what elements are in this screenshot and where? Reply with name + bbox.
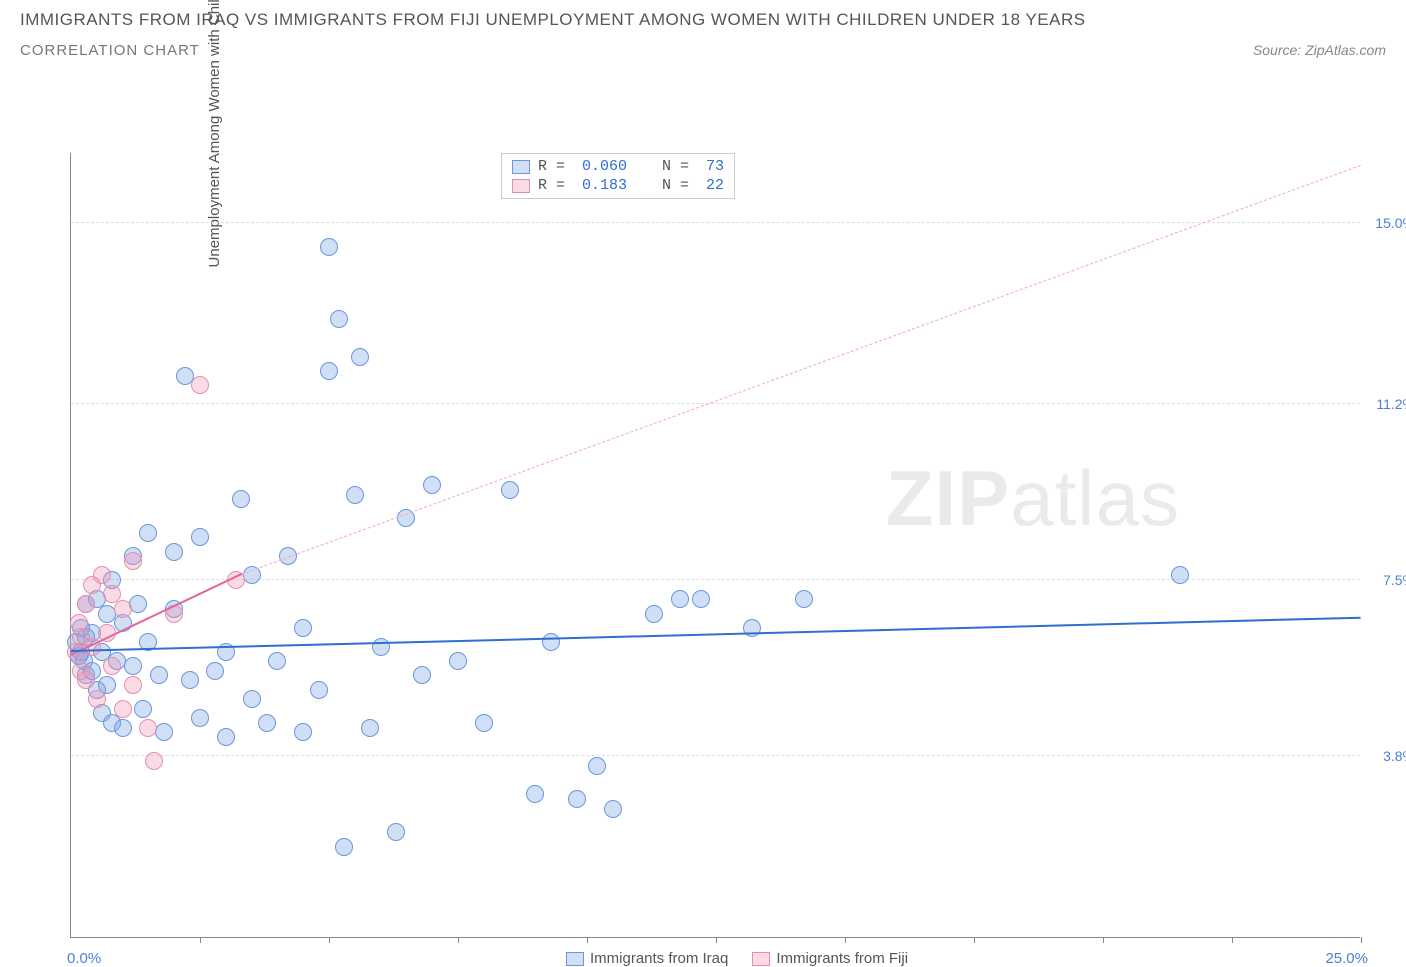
data-point: [542, 633, 560, 651]
trend-line: [71, 616, 1361, 651]
data-point: [114, 700, 132, 718]
stats-legend-row: R = 0.060 N = 73: [512, 158, 724, 175]
plot-area: ZIPatlas 3.8%7.5%11.2%15.0%0.0%25.0%R = …: [70, 153, 1360, 938]
data-point: [181, 671, 199, 689]
watermark: ZIPatlas: [886, 453, 1180, 544]
x-tick: [329, 937, 330, 943]
data-point: [258, 714, 276, 732]
data-point: [294, 619, 312, 637]
data-point: [139, 719, 157, 737]
y-tick-label: 11.2%: [1376, 396, 1406, 412]
data-point: [150, 666, 168, 684]
legend-label: Immigrants from Fiji: [776, 950, 908, 967]
legend-swatch: [512, 179, 530, 193]
x-tick: [1361, 937, 1362, 943]
data-point: [501, 481, 519, 499]
data-point: [114, 719, 132, 737]
data-point: [449, 652, 467, 670]
data-point: [88, 690, 106, 708]
gridline: [71, 755, 1360, 756]
data-point: [103, 657, 121, 675]
data-point: [588, 757, 606, 775]
data-point: [387, 823, 405, 841]
data-point: [139, 524, 157, 542]
data-point: [294, 723, 312, 741]
data-point: [361, 719, 379, 737]
data-point: [145, 752, 163, 770]
data-point: [475, 714, 493, 732]
series-legend: Immigrants from Iraq Immigrants from Fiji: [566, 950, 908, 967]
x-tick: [1232, 937, 1233, 943]
gridline: [71, 579, 1360, 580]
data-point: [191, 528, 209, 546]
data-point: [692, 590, 710, 608]
data-point: [1171, 566, 1189, 584]
data-point: [372, 638, 390, 656]
gridline: [71, 222, 1360, 223]
x-tick: [974, 937, 975, 943]
data-point: [526, 785, 544, 803]
x-tick: [200, 937, 201, 943]
data-point: [413, 666, 431, 684]
legend-label: Immigrants from Iraq: [590, 950, 728, 967]
data-point: [330, 310, 348, 328]
chart-title: IMMIGRANTS FROM IRAQ VS IMMIGRANTS FROM …: [20, 10, 1386, 30]
x-tick: [845, 937, 846, 943]
legend-swatch: [512, 160, 530, 174]
data-point: [568, 790, 586, 808]
data-point: [124, 552, 142, 570]
data-point: [795, 590, 813, 608]
legend-item: Immigrants from Iraq: [566, 950, 728, 967]
gridline: [71, 403, 1360, 404]
legend-swatch: [752, 952, 770, 966]
data-point: [320, 238, 338, 256]
data-point: [77, 595, 95, 613]
data-point: [604, 800, 622, 818]
data-point: [335, 838, 353, 856]
y-tick-label: 15.0%: [1375, 215, 1406, 231]
data-point: [124, 676, 142, 694]
data-point: [351, 348, 369, 366]
data-point: [243, 690, 261, 708]
source-label: Source: ZipAtlas.com: [1253, 42, 1386, 58]
x-tick: [716, 937, 717, 943]
x-tick: [1103, 937, 1104, 943]
data-point: [320, 362, 338, 380]
data-point: [165, 543, 183, 561]
data-point: [423, 476, 441, 494]
data-point: [114, 600, 132, 618]
data-point: [124, 657, 142, 675]
x-start-label: 0.0%: [67, 950, 101, 967]
y-tick-label: 3.8%: [1383, 748, 1406, 764]
stats-legend-row: R = 0.183 N = 22: [512, 177, 724, 194]
data-point: [93, 566, 111, 584]
x-end-label: 25.0%: [1325, 950, 1368, 967]
x-tick: [587, 937, 588, 943]
data-point: [232, 490, 250, 508]
data-point: [134, 700, 152, 718]
legend-swatch: [566, 952, 584, 966]
data-point: [671, 590, 689, 608]
data-point: [129, 595, 147, 613]
y-tick-label: 7.5%: [1383, 572, 1406, 588]
data-point: [77, 671, 95, 689]
data-point: [268, 652, 286, 670]
legend-item: Immigrants from Fiji: [752, 950, 908, 967]
data-point: [346, 486, 364, 504]
data-point: [191, 376, 209, 394]
data-point: [206, 662, 224, 680]
x-tick: [458, 937, 459, 943]
data-point: [155, 723, 173, 741]
chart-subtitle: CORRELATION CHART: [20, 42, 200, 59]
stats-legend: R = 0.060 N = 73 R = 0.183 N = 22: [501, 153, 735, 199]
data-point: [310, 681, 328, 699]
data-point: [191, 709, 209, 727]
data-point: [217, 728, 235, 746]
data-point: [645, 605, 663, 623]
